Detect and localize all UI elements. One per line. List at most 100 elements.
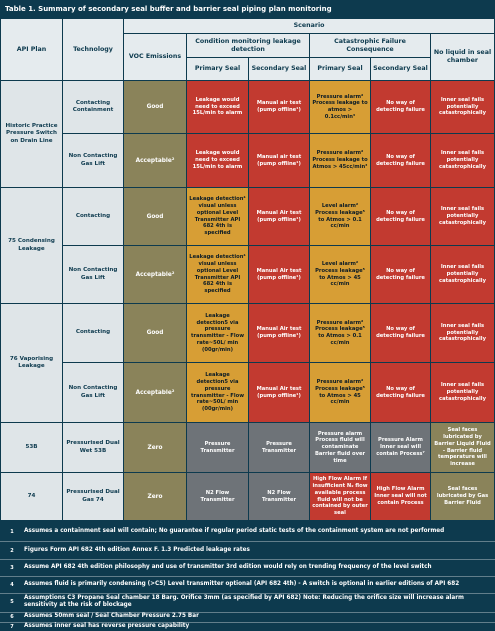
secondary-seal-failure-cell: No way of detecting failure [371,188,430,245]
footnote-text: Assumes 50mm seal / Seal Chamber Pressur… [24,613,199,620]
secondary-seal-detection-cell: Manual Air test (pump offline¹) [249,188,309,245]
header-catastrophic: Catastrophic Failure Consequence [310,34,430,57]
footnote: 4 Assumes fluid is primarily condensing (… [0,577,495,593]
footnotes: 1 Assumes a containment seal will contain… [0,521,495,631]
footnote-text: Assumes inner seal has reverse pressure … [24,622,190,629]
footnote-divider [0,576,495,577]
secondary-seal-failure-cell: No way of detecting failure [371,304,430,362]
group-label: 76 Vaporising Leakage [1,304,62,422]
footnote-number: 2 [10,548,14,554]
header-no-liquid: No liquid in seal chamber [431,34,494,80]
header-secondary-seal-2: Secondary Seal [371,58,430,80]
header-secondary-seal-1: Secondary Seal [249,58,309,80]
technology-cell: Non Contacting Gas Lift [63,363,123,422]
footnote: 2 Figures Form API 682 4th edition Annex … [0,543,495,559]
secondary-seal-detection-cell: Pressure Transmitter [249,423,309,472]
footnote-text: Assume API 682 4th edition philosophy an… [24,564,432,571]
primary-seal-detection-cell: Leakage detection5 via pressure transmit… [187,363,248,422]
secondary-seal-detection-cell: N2 Flow Transmitter [249,473,309,520]
footnote-divider [0,622,495,623]
primary-seal-detection-cell: Leakage detection5 via pressure transmit… [187,304,248,362]
secondary-seal-detection-cell: Manual Air test (pump offline¹) [249,363,309,422]
primary-seal-detection-cell: Leakage detection⁴ visual unless optiona… [187,246,248,303]
secondary-seal-failure-cell: Pressure Alarm Inner seal will contain P… [371,423,430,472]
no-liquid-cell: Seal faces lubricated by Gas Barrier Flu… [431,473,494,520]
footnote-divider [0,559,495,560]
primary-seal-failure-cell: Level alarm² Process leakage⁵ to Atmos >… [310,188,370,245]
header-primary-seal-2: Primary Seal [310,58,370,80]
footnote: 3 Assume API 682 4th edition philosophy a… [0,560,495,576]
primary-seal-detection-cell: Leakage would need to exceed 15L/min to … [187,134,248,187]
no-liquid-cell: Seal faces lubricated by Barrier Liquid … [431,423,494,472]
footnote-text: Assumes fluid is primarily condensing (>… [24,581,460,588]
no-liquid-cell: Inner seal fails potentially catastrophi… [431,363,494,422]
footnote-number: 5 [10,599,14,605]
footnote-divider [0,593,495,594]
primary-seal-failure-cell: Pressure alarm² Process leakage to Atmos… [310,134,370,187]
footnote: 5 Assumptions C3 Propane Seal chamber 18 … [0,593,495,611]
footnote-text: Figures Form API 682 4th edition Annex F… [24,547,250,554]
footnote-text: Assumptions C3 Propane Seal chamber 18 B… [24,594,464,608]
secondary-seal-detection-cell: Manual Air test (pump offline¹) [249,304,309,362]
voc-cell: Zero [124,423,186,472]
secondary-seal-detection-cell: Manual air test (pump offline¹) [249,81,309,133]
technology-cell: Contacting [63,304,123,362]
table-title: Table 1. Summary of secondary seal buffe… [0,0,495,19]
primary-seal-failure-cell: Pressure alarm Process fluid will contam… [310,423,370,472]
group-label: 53B [1,423,62,472]
secondary-seal-detection-cell: Manual Air test (pump offline¹) [249,246,309,303]
header-voc: VOC Emissions [124,34,186,80]
secondary-seal-failure-cell: No way of detecting failure [371,81,430,133]
summary-table: API Plan Technology Scenario VOC Emissio… [0,19,495,521]
header-condition: Condition monitoring leakage detection [187,34,309,57]
primary-seal-failure-cell: Pressure alarm² Process leakage⁵ to Atmo… [310,363,370,422]
group-label: 75 Condensing Leakage [1,188,62,303]
voc-cell: Acceptable² [124,246,186,303]
no-liquid-cell: Inner seal fails potentially catastrophi… [431,81,494,133]
secondary-seal-failure-cell: No way of detecting failure [371,363,430,422]
voc-cell: Good [124,188,186,245]
secondary-seal-failure-cell: High Flow Alarm Inner seal will not cont… [371,473,430,520]
footnote-divider [0,612,495,613]
no-liquid-cell: Inner seal fails potentially catastrophi… [431,188,494,245]
technology-cell: Contacting Containment [63,81,123,133]
footnote: 6 Assumes 50mm seal / Seal Chamber Pressu… [0,612,495,622]
technology-cell: Non Contacting Gas Lift [63,134,123,187]
technology-cell: Pressurised Dual Wet 53B [63,423,123,472]
secondary-seal-failure-cell: No way of detecting failure [371,134,430,187]
voc-cell: Good [124,304,186,362]
group-label: 74 [1,473,62,520]
voc-cell: Acceptable² [124,363,186,422]
primary-seal-detection-cell: Leakage detection⁴ visual unless optiona… [187,188,248,245]
voc-cell: Zero [124,473,186,520]
technology-cell: Pressurised Dual Gas 74 [63,473,123,520]
secondary-seal-detection-cell: Manual air test (pump offline¹) [249,134,309,187]
no-liquid-cell: Inner seal fails potentially catastrophi… [431,134,494,187]
header-primary-seal-1: Primary Seal [187,58,248,80]
footnote-number: 1 [10,529,14,535]
technology-cell: Non Contacting Gas Lift [63,246,123,303]
voc-cell: Good [124,81,186,133]
header-technology: Technology [63,19,123,80]
no-liquid-cell: Inner seal fails potentially catastrophi… [431,246,494,303]
primary-seal-detection-cell: Leakage would need to exceed 15L/min to … [187,81,248,133]
voc-cell: Acceptable² [124,134,186,187]
footnote: 7 Assumes inner seal has reverse pressure… [0,622,495,631]
no-liquid-cell: Inner seal fails potentially catastrophi… [431,304,494,362]
footnote-number: 4 [10,582,14,588]
primary-seal-detection-cell: N2 Flow Transmitter [187,473,248,520]
footnote-number: 6 [10,614,14,620]
footnote-number: 7 [10,623,14,630]
primary-seal-failure-cell: High Flow Alarm If insufficient N₂ flow … [310,473,370,520]
footnote-divider [0,541,495,542]
primary-seal-failure-cell: Pressure alarm² Process leakage to atmos… [310,81,370,133]
technology-cell: Contacting [63,188,123,245]
header-scenario: Scenario [124,19,494,33]
primary-seal-failure-cell: Level alarm² Process leakage⁵ to Atmos >… [310,246,370,303]
footnote-number: 3 [10,565,14,571]
secondary-seal-failure-cell: No way of detecting failure [371,246,430,303]
primary-seal-failure-cell: Pressure alarm² Process leakage⁵ to Atmo… [310,304,370,362]
footnote-text: Assumes a containment seal will contain;… [24,528,445,535]
primary-seal-detection-cell: Pressure Transmitter [187,423,248,472]
